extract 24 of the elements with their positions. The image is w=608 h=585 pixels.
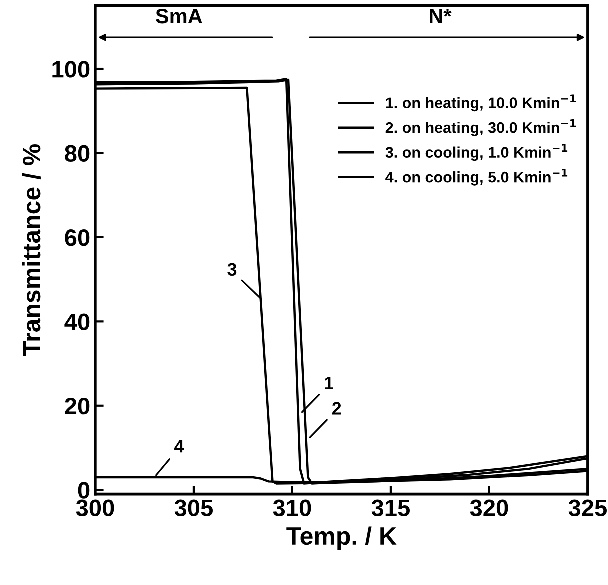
x-tick-label: 320 <box>470 500 508 517</box>
x-tick-label: 300 <box>76 500 114 517</box>
x-tick-label: 315 <box>372 500 410 517</box>
y-tick-label: 40 <box>64 314 90 330</box>
y-tick-label: 20 <box>65 398 90 415</box>
annotation: 4 <box>174 440 184 453</box>
annotation: N* <box>430 9 452 24</box>
legend-label: 2. on heating, 30.0 Kmin$^{−1}$ <box>386 119 576 136</box>
y-tick-label: 60 <box>65 230 90 246</box>
y-tick-label: 0 <box>78 482 90 499</box>
x-tick-label: 310 <box>273 500 312 517</box>
annotation: 3 <box>228 263 237 276</box>
x-tick-label: 305 <box>174 500 213 517</box>
annotation: 1 <box>325 377 334 390</box>
annotation: 2 <box>332 402 342 415</box>
x-tick-label: 325 <box>568 500 607 517</box>
y-tick-label: 80 <box>65 145 90 162</box>
y-tick-label: 100 <box>52 61 90 78</box>
legend-label: 1. on heating, 10.0 Kmin$^{−1}$ <box>386 94 576 112</box>
legend-label: 3. on cooling, 1.0 Kmin$^{−1}$ <box>386 144 568 162</box>
y-axis-title: Transmittance / % <box>22 144 41 356</box>
annotation: SmA <box>156 8 202 24</box>
x-axis-title: Temp. / K <box>286 526 397 550</box>
legend-label: 4. on cooling, 5.0 Kmin$^{−1}$ <box>386 168 568 186</box>
